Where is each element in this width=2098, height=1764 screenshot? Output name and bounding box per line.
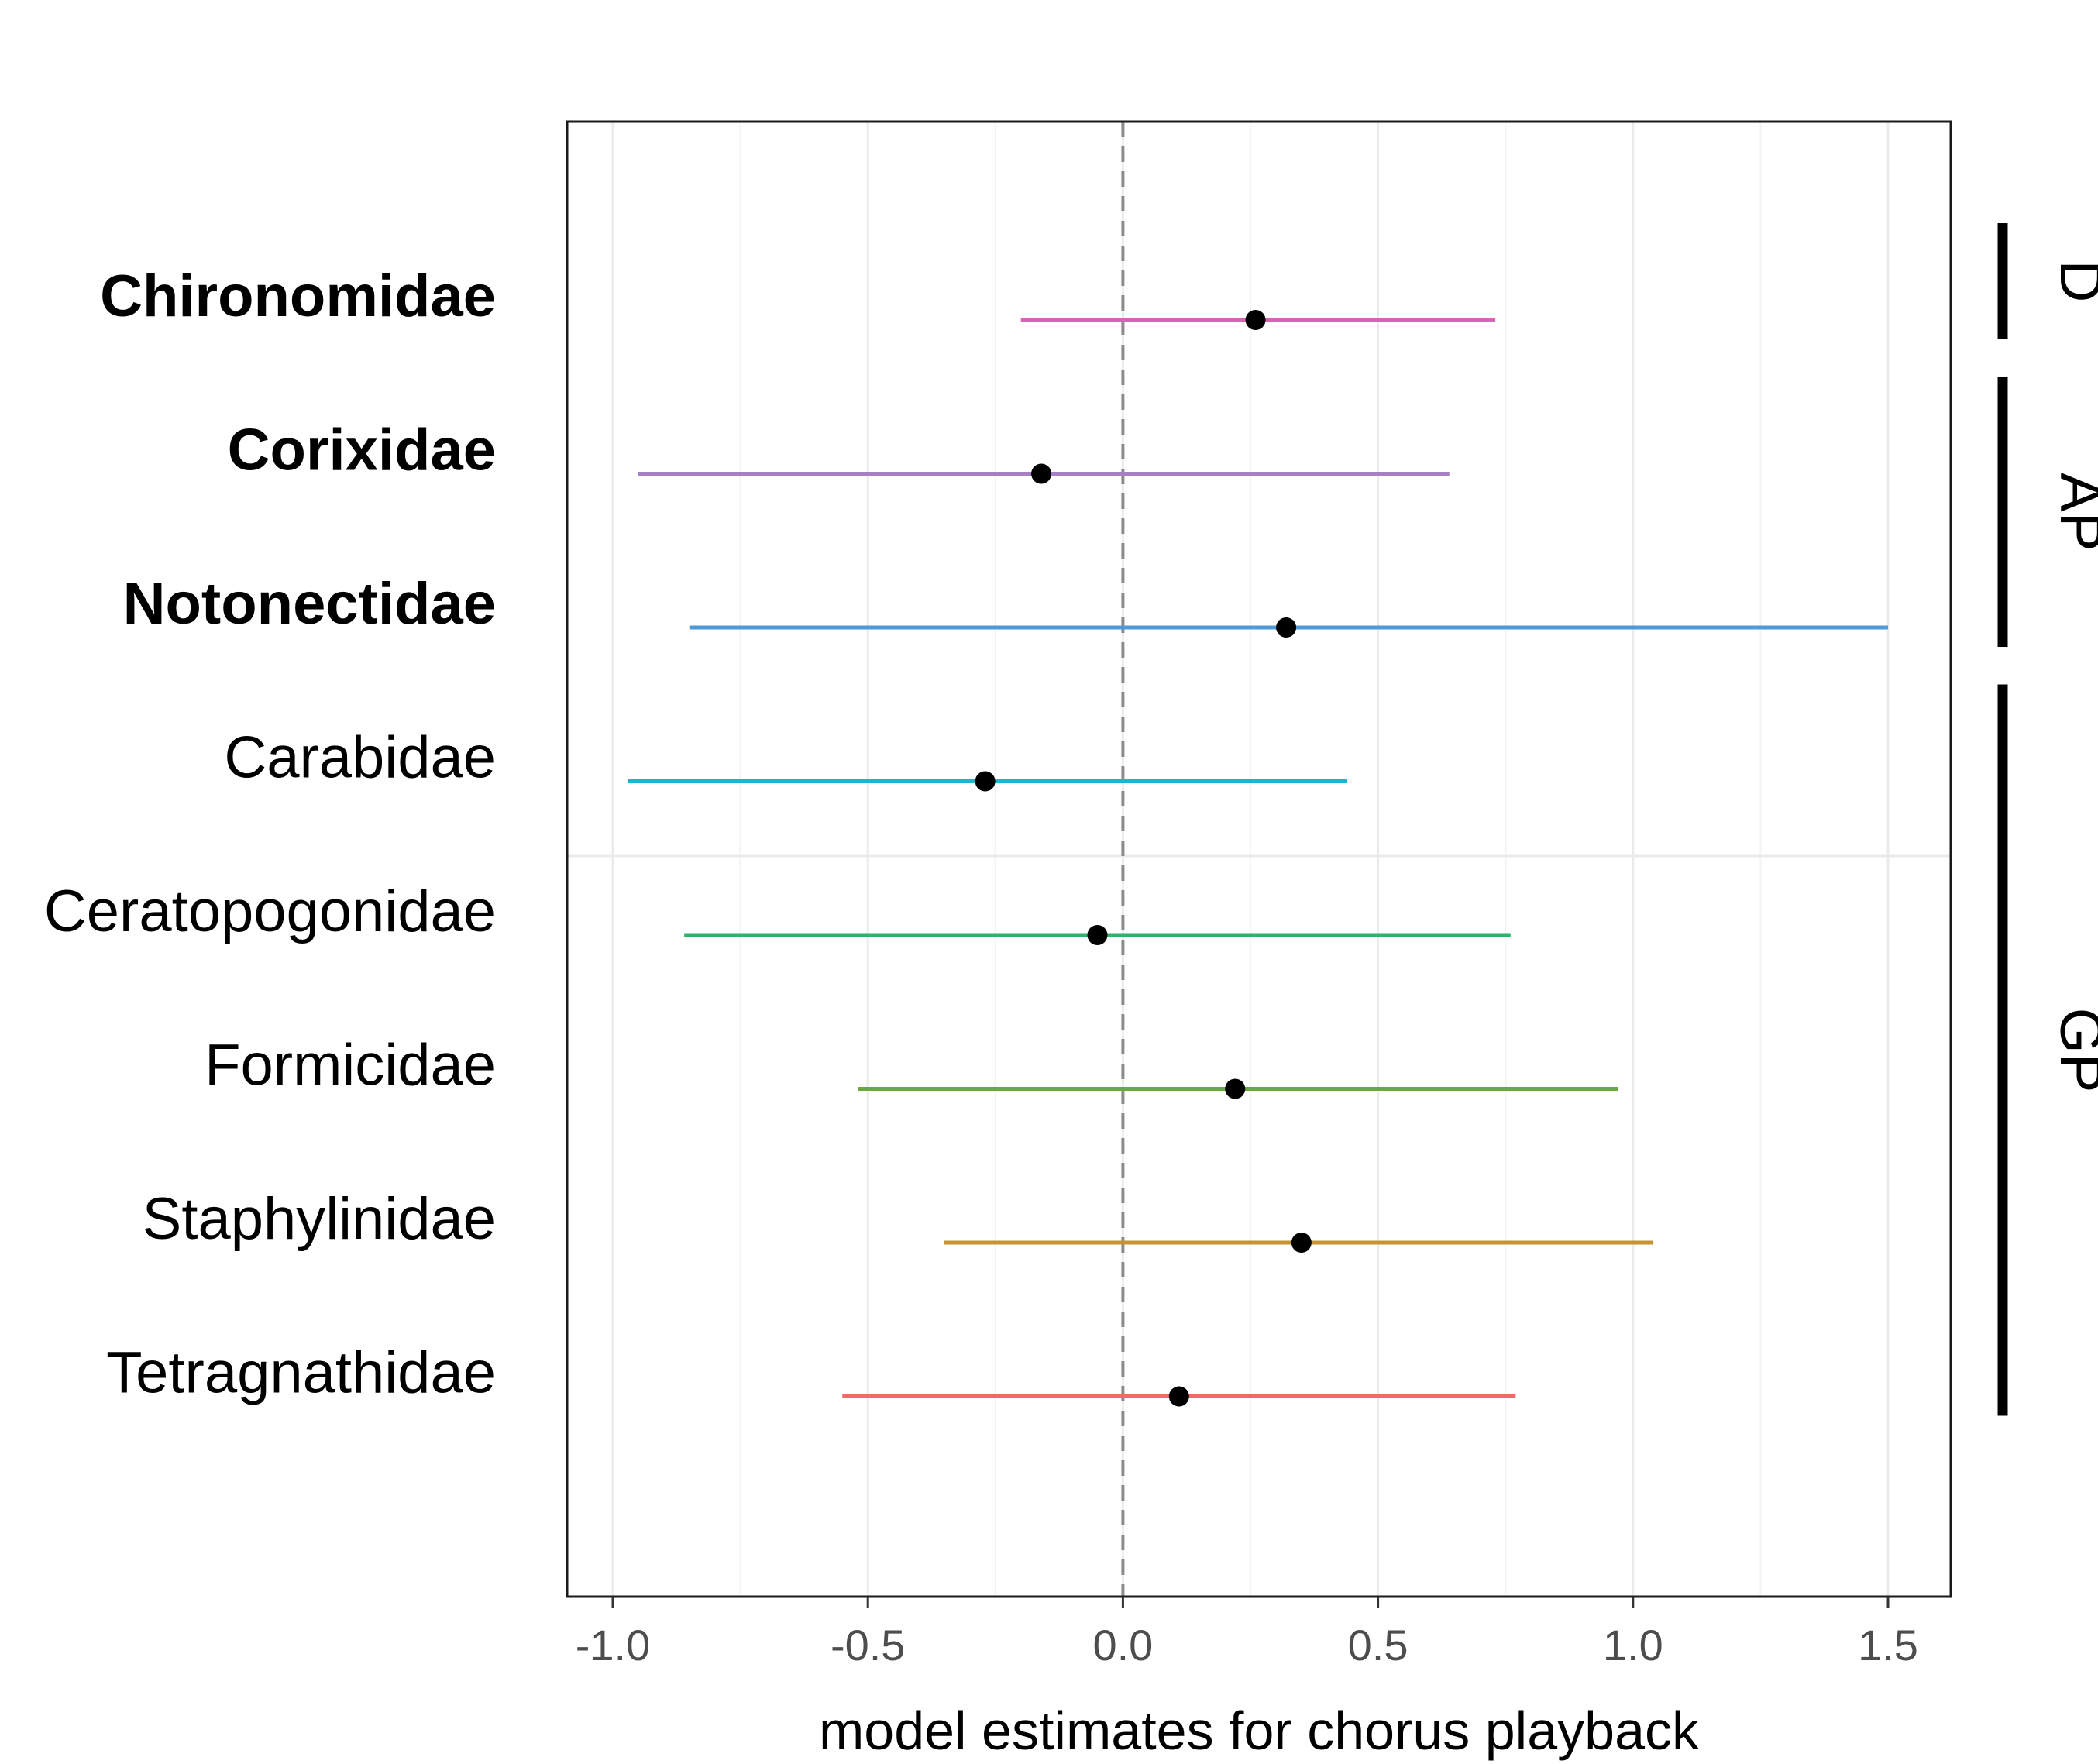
row-label-chironomidae: Chironomidae [100,263,496,329]
estimate-point-chironomidae [1245,310,1266,330]
group-label-d: D [2048,260,2098,303]
estimate-point-notonectidae [1276,617,1297,638]
estimate-rows [628,310,1888,1407]
row-label-staphylinidae: Staphylinidae [143,1186,496,1252]
row-label-ceratopogonidae: Ceratopogonidae [44,879,496,944]
x-axis-ticks: -1.0 -0.5 0.0 0.5 1.0 1.5 [576,1597,1918,1669]
row-label-formicidae: Formicidae [205,1033,496,1099]
group-label-gp: GP [2048,1008,2098,1093]
row-label-carabidae: Carabidae [224,725,496,791]
x-axis-title: model estimates for chorus playback [819,1700,1700,1761]
estimate-point-tetragnathidae [1168,1386,1189,1407]
estimate-point-formicidae [1225,1078,1246,1099]
x-tick-label: 0.5 [1348,1621,1408,1669]
grid-lines [567,122,1951,1597]
x-tick-label: -1.0 [576,1621,651,1669]
x-tick-label: 1.0 [1603,1621,1663,1669]
row-label-notonectidae: Notonectidae [123,571,496,637]
estimate-point-ceratopogonidae [1087,925,1108,945]
row-label-corixidae: Corixidae [228,418,496,483]
x-tick-label: -0.5 [831,1621,906,1669]
x-tick-label: 1.5 [1858,1621,1918,1669]
row-labels: Chironomidae Corixidae Notonectidae Carabid… [44,263,496,1406]
panel-border [566,120,1952,1598]
group-label-ap: AP [2048,473,2098,551]
group-brackets: D AP GP [1997,223,2098,1416]
row-label-tetragnathidae: Tetragnathidae [106,1340,496,1406]
estimate-point-staphylinidae [1291,1233,1312,1253]
estimate-point-corixidae [1031,463,1052,484]
estimate-point-carabidae [975,771,996,792]
x-tick-label: 0.0 [1092,1621,1153,1669]
